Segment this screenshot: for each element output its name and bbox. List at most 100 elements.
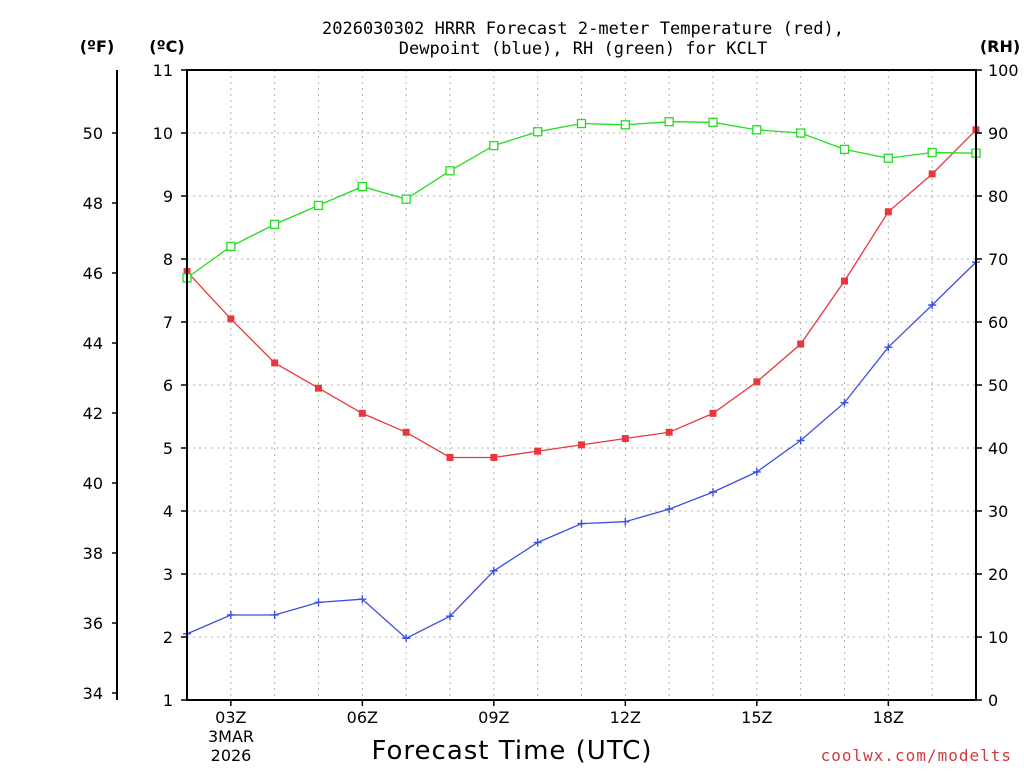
axes: 3436384042444648501234567891011010203040… — [83, 61, 1019, 727]
temperature-point — [315, 384, 322, 392]
fahrenheit-unit-label: (ºF) — [80, 37, 115, 56]
fahrenheit-tick-label: 42 — [83, 404, 103, 423]
rh-point — [401, 194, 411, 204]
rh-series-line — [186, 121, 977, 279]
temperature-point — [490, 453, 498, 461]
dewpoint-point — [796, 436, 805, 445]
x-axis-label: Forecast Time (UTC) — [371, 736, 652, 766]
rh-point — [708, 117, 718, 127]
fahrenheit-tick-label: 34 — [83, 684, 103, 703]
celsius-tick-label: 9 — [163, 187, 173, 206]
dewpoint-point — [533, 538, 542, 547]
rh-tick-label: 20 — [988, 565, 1008, 584]
temperature-point — [665, 428, 673, 436]
fahrenheit-tick-label: 36 — [83, 614, 103, 633]
dewpoint-point — [402, 634, 411, 643]
fahrenheit-tick-label: 44 — [83, 334, 103, 353]
rh-point — [620, 120, 630, 130]
dewpoint-point — [709, 488, 717, 497]
rh-point — [357, 181, 367, 192]
celsius-tick-label: 4 — [163, 502, 173, 521]
rh-point — [445, 166, 455, 176]
temperature-point — [446, 453, 454, 461]
x-tick-label: 12Z — [610, 708, 641, 727]
celsius-tick-label: 1 — [163, 691, 173, 710]
celsius-tick-label: 5 — [163, 439, 173, 458]
temperature-point — [402, 428, 410, 436]
celsius-tick-label: 10 — [153, 124, 173, 143]
celsius-tick-label: 8 — [163, 250, 173, 269]
x-tick-label: 18Z — [873, 708, 904, 727]
date-label-day: 3MAR — [208, 727, 254, 746]
dewpoint-point — [358, 595, 367, 604]
x-tick-label: 06Z — [347, 708, 378, 727]
dewpoint-point — [314, 598, 323, 607]
rh-point — [576, 118, 587, 129]
dewpoint-point — [270, 610, 279, 619]
rh-point — [839, 144, 850, 155]
temperature-point — [797, 340, 805, 348]
rh-tick-label: 10 — [988, 628, 1008, 647]
credit-label: coolwx.com/modelts — [821, 746, 1012, 765]
series-layer — [182, 117, 981, 643]
fahrenheit-tick-label: 48 — [83, 194, 103, 213]
temperature-point — [578, 441, 585, 449]
rh-tick-label: 40 — [988, 439, 1008, 458]
fahrenheit-tick-label: 40 — [83, 474, 103, 493]
date-label-year: 2026 — [211, 746, 252, 765]
x-tick-label: 09Z — [478, 708, 509, 727]
celsius-tick-label: 7 — [163, 313, 173, 332]
rh-tick-label: 100 — [988, 61, 1019, 80]
temperature-point — [621, 435, 629, 443]
dewpoint-point — [665, 505, 674, 514]
temperature-point — [841, 277, 848, 285]
temperature-point — [271, 359, 279, 367]
celsius-unit-label: (ºC) — [149, 37, 184, 56]
temperature-point — [534, 447, 542, 455]
rh-tick-label: 90 — [988, 124, 1008, 143]
celsius-tick-label: 6 — [163, 376, 173, 395]
rh-point — [752, 125, 762, 135]
chart-title-line-2: Dewpoint (blue), RH (green) for KCLT — [399, 39, 767, 59]
temperature-point — [884, 208, 892, 216]
dewpoint-point — [226, 610, 235, 619]
dewpoint-point — [840, 398, 849, 407]
rh-tick-label: 60 — [988, 313, 1008, 332]
celsius-tick-label: 11 — [153, 61, 173, 80]
rh-tick-label: 30 — [988, 502, 1008, 521]
temperature-point — [709, 409, 717, 417]
dewpoint-point — [446, 612, 454, 621]
rh-point — [270, 219, 280, 230]
rh-point — [883, 153, 893, 163]
dewpoint-point — [928, 300, 937, 309]
rh-tick-label: 0 — [988, 691, 998, 710]
dewpoint-point — [489, 566, 498, 575]
rh-point — [226, 241, 236, 252]
temperature-point — [928, 170, 936, 178]
temperature-point — [227, 315, 235, 323]
rh-point — [664, 117, 674, 127]
temperature-point — [753, 378, 761, 386]
dewpoint-point — [621, 517, 630, 526]
rh-point — [313, 200, 324, 211]
fahrenheit-tick-label: 38 — [83, 544, 103, 563]
rh-point — [533, 127, 543, 137]
x-tick-label: 03Z — [215, 708, 246, 727]
rh-point — [796, 128, 806, 138]
dewpoint-point — [752, 467, 761, 476]
rh-tick-label: 80 — [988, 187, 1008, 206]
celsius-tick-label: 3 — [163, 565, 173, 584]
rh-tick-label: 50 — [988, 376, 1008, 395]
fahrenheit-tick-label: 46 — [83, 264, 103, 283]
celsius-tick-label: 2 — [163, 628, 173, 647]
rh-unit-label: (RH) — [980, 37, 1020, 56]
fahrenheit-tick-label: 50 — [83, 124, 103, 143]
rh-point — [927, 147, 937, 158]
rh-tick-label: 70 — [988, 250, 1008, 269]
temperature-point — [358, 409, 366, 417]
x-tick-label: 15Z — [741, 708, 772, 727]
rh-point — [489, 140, 499, 151]
chart-title-line-1: 2026030302 HRRR Forecast 2-meter Tempera… — [322, 19, 844, 39]
